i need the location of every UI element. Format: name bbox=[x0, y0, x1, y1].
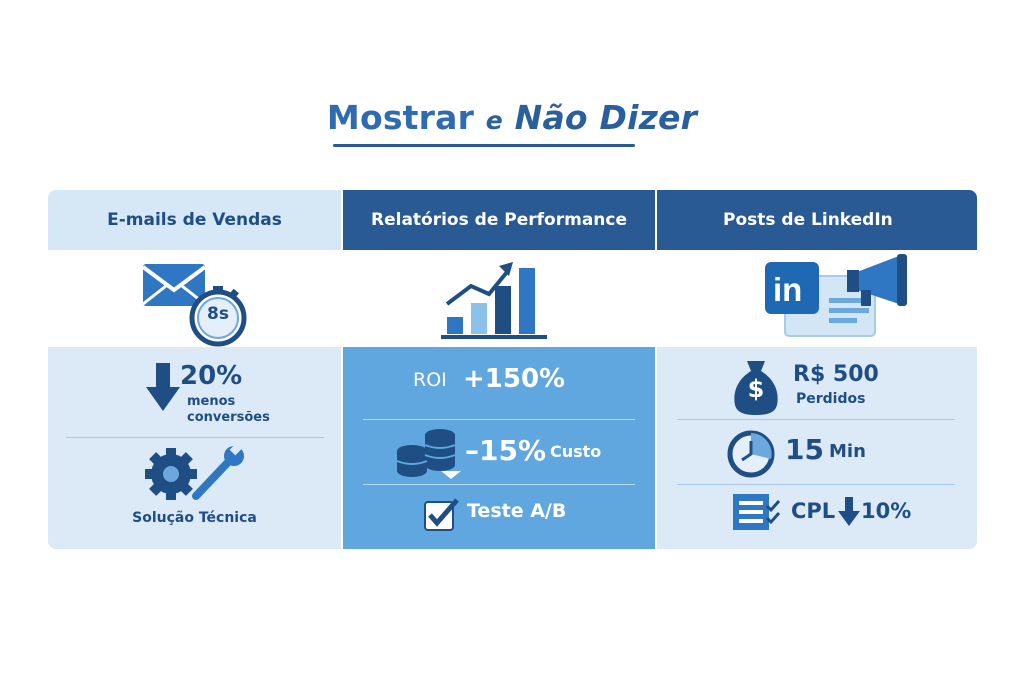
envelope-icon bbox=[143, 264, 205, 306]
stat-label-2: conversões bbox=[187, 410, 270, 425]
bar-chart-growth-icon bbox=[441, 262, 547, 339]
checklist-icon bbox=[733, 494, 781, 530]
coin-stack-icon bbox=[396, 429, 461, 479]
icon-band: in bbox=[657, 250, 977, 347]
stopwatch-label: 8s bbox=[207, 304, 229, 324]
money-value: R$ 500 bbox=[793, 362, 879, 387]
cost-value: –15% bbox=[465, 434, 547, 467]
icon-band: 8s bbox=[48, 250, 341, 347]
column-header: Relatórios de Performance bbox=[343, 190, 655, 250]
arrow-down-icon bbox=[838, 497, 860, 526]
column-body: $ R$ 500 Perdidos 15 Min CPL 10% bbox=[657, 347, 977, 549]
clock-icon bbox=[727, 430, 775, 478]
gear-icon bbox=[145, 448, 197, 500]
divider bbox=[363, 419, 635, 420]
column-sales-emails: E-mails de Vendas 8s 20% menos conversõe… bbox=[48, 190, 341, 549]
test-label: Teste A/B bbox=[467, 500, 567, 522]
column-header: E-mails de Vendas bbox=[48, 190, 341, 250]
arrow-down-icon bbox=[146, 363, 180, 411]
megaphone-icon bbox=[847, 252, 935, 306]
stat-value: 20% bbox=[180, 361, 243, 391]
cpl-value: 10% bbox=[861, 499, 912, 523]
checkbox-checked-icon bbox=[424, 498, 459, 531]
time-unit: Min bbox=[829, 441, 866, 462]
wrench-icon bbox=[192, 444, 244, 500]
column-linkedin-posts: Posts de LinkedIn in $ R$ 500 Perdidos bbox=[657, 190, 977, 549]
roi-label: ROI bbox=[413, 369, 447, 391]
linkedin-megaphone-icon bbox=[765, 252, 935, 337]
stopwatch-icon bbox=[189, 286, 247, 347]
icon-band bbox=[343, 250, 655, 347]
cost-label: Custo bbox=[550, 442, 602, 461]
title-word-e: e bbox=[485, 106, 503, 135]
title-word-nao-dizer: Não Dizer bbox=[514, 98, 698, 137]
roi-value: +150% bbox=[463, 364, 566, 394]
title-underline bbox=[333, 144, 635, 147]
column-header: Posts de LinkedIn bbox=[657, 190, 977, 250]
solution-label: Solução Técnica bbox=[132, 510, 257, 526]
divider bbox=[363, 484, 635, 485]
title-word-mostrar: Mostrar bbox=[326, 98, 475, 137]
column-performance-reports: Relatórios de Performance ROI +150% bbox=[343, 190, 655, 549]
linkedin-icon bbox=[765, 262, 819, 314]
money-sign: $ bbox=[747, 375, 765, 403]
money-label: Perdidos bbox=[796, 391, 866, 407]
stat-label-1: menos bbox=[187, 394, 236, 409]
divider bbox=[66, 437, 324, 438]
time-value: 15 bbox=[785, 433, 824, 466]
page-title: Mostrar e Não Dizer bbox=[0, 98, 1024, 137]
money-bag-icon bbox=[734, 361, 778, 415]
cpl-label: CPL bbox=[791, 499, 836, 523]
divider bbox=[677, 484, 955, 485]
linkedin-logo: in bbox=[773, 271, 803, 308]
gear-wrench-icon bbox=[145, 444, 244, 500]
divider bbox=[677, 419, 955, 420]
column-body: ROI +150% –15% Custo Teste A/B bbox=[343, 347, 655, 549]
column-body: 20% menos conversões bbox=[48, 347, 341, 549]
envelope-stopwatch-icon bbox=[141, 264, 247, 347]
